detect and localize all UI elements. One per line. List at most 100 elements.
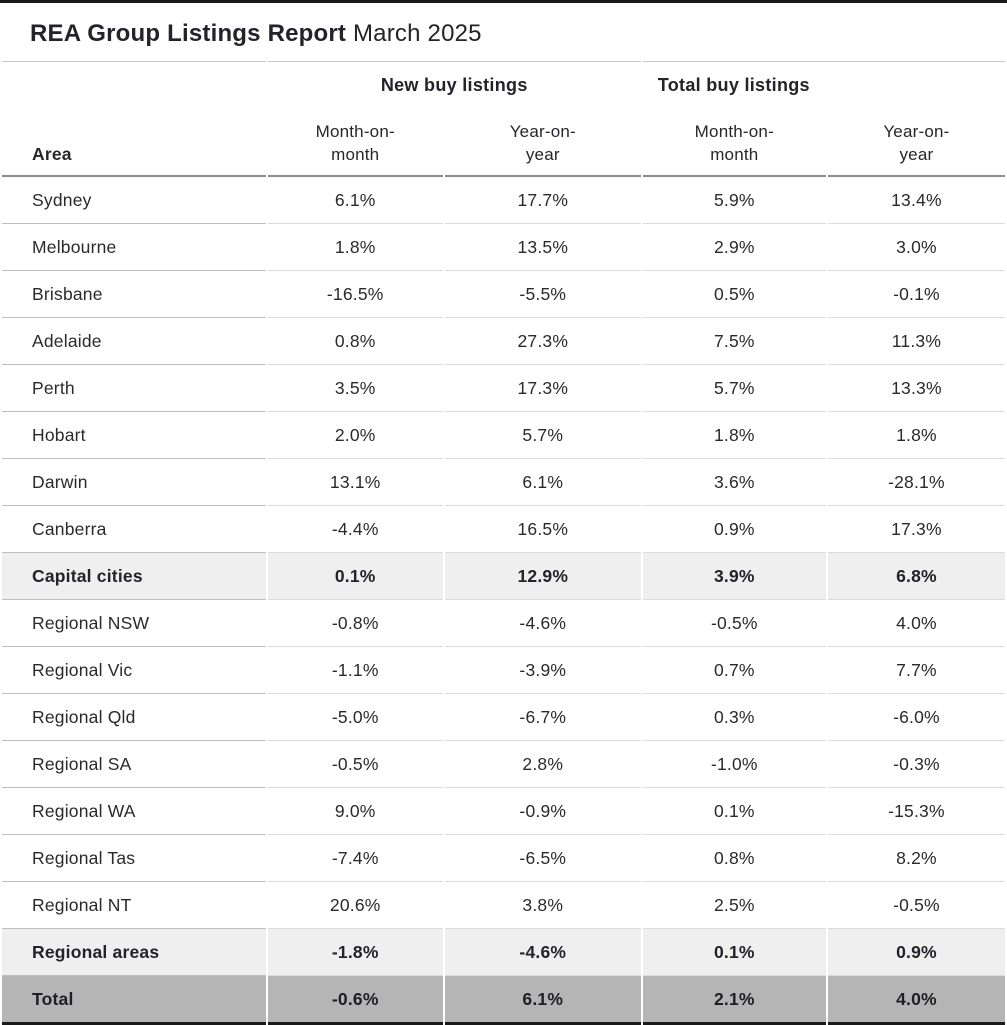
report-title-main: REA Group Listings Report (30, 20, 347, 47)
value-cell: 0.1% (642, 929, 826, 976)
value-cell: -7.4% (267, 835, 443, 882)
column-header-area: Area (2, 105, 266, 177)
column-header-line: Year-on- (509, 122, 576, 141)
column-header-new-yoy: Year-on- year (444, 105, 641, 177)
row-label: Regional areas (2, 929, 266, 976)
table-row: Brisbane -16.5% -5.5% 0.5% -0.1% (2, 271, 1005, 318)
table-row: Regional NSW -0.8% -4.6% -0.5% 4.0% (2, 600, 1005, 647)
value-cell: 0.7% (642, 647, 826, 694)
value-cell: -0.5% (642, 600, 826, 647)
table-row: Canberra -4.4% 16.5% 0.9% 17.3% (2, 506, 1005, 553)
row-label: Brisbane (2, 271, 266, 318)
column-header-row: Area Month-on- month Year-on- year Month… (2, 105, 1005, 177)
value-cell: 11.3% (827, 318, 1005, 365)
value-cell: 13.1% (267, 459, 443, 506)
value-cell: 0.5% (642, 271, 826, 318)
value-cell: 6.1% (444, 459, 641, 506)
column-header-line: Month-on- (315, 122, 395, 141)
row-label: Canberra (2, 506, 266, 553)
column-header-total-mom: Month-on- month (642, 105, 826, 177)
row-label: Regional NT (2, 882, 266, 929)
row-label: Regional WA (2, 788, 266, 835)
value-cell: -3.9% (444, 647, 641, 694)
value-cell: 7.7% (827, 647, 1005, 694)
table-row: Sydney 6.1% 17.7% 5.9% 13.4% (2, 177, 1005, 224)
value-cell: -0.6% (267, 976, 443, 1025)
value-cell: 0.9% (642, 506, 826, 553)
row-label: Regional Tas (2, 835, 266, 882)
value-cell: 5.9% (642, 177, 826, 224)
value-cell: 6.1% (444, 976, 641, 1025)
value-cell: 27.3% (444, 318, 641, 365)
value-cell: 0.9% (827, 929, 1005, 976)
value-cell: -28.1% (827, 459, 1005, 506)
value-cell: 2.9% (642, 224, 826, 271)
row-label: Darwin (2, 459, 266, 506)
value-cell: 17.7% (444, 177, 641, 224)
value-cell: 17.3% (444, 365, 641, 412)
value-cell: 2.1% (642, 976, 826, 1025)
table-row: Perth 3.5% 17.3% 5.7% 13.3% (2, 365, 1005, 412)
column-header-line: Month-on- (694, 122, 774, 141)
row-label: Regional Qld (2, 694, 266, 741)
value-cell: -4.6% (444, 929, 641, 976)
column-header-line: month (710, 145, 759, 164)
value-cell: 3.9% (642, 553, 826, 600)
value-cell: 4.0% (827, 600, 1005, 647)
value-cell: 0.8% (642, 835, 826, 882)
table-row: Regional areas -1.8% -4.6% 0.1% 0.9% (2, 929, 1005, 976)
value-cell: 0.1% (642, 788, 826, 835)
column-header-line: month (331, 145, 380, 164)
value-cell: -16.5% (267, 271, 443, 318)
value-cell: 2.5% (642, 882, 826, 929)
row-label: Regional SA (2, 741, 266, 788)
row-label: Capital cities (2, 553, 266, 600)
value-cell: -1.0% (642, 741, 826, 788)
row-label: Sydney (2, 177, 266, 224)
value-cell: -1.1% (267, 647, 443, 694)
value-cell: 0.3% (642, 694, 826, 741)
value-cell: 4.0% (827, 976, 1005, 1025)
group-header-new-buy: New buy listings (267, 61, 641, 105)
value-cell: 3.5% (267, 365, 443, 412)
row-label: Hobart (2, 412, 266, 459)
value-cell: -6.5% (444, 835, 641, 882)
column-header-line: Year-on- (883, 122, 950, 141)
table-row: Regional SA -0.5% 2.8% -1.0% -0.3% (2, 741, 1005, 788)
value-cell: 5.7% (444, 412, 641, 459)
row-label: Melbourne (2, 224, 266, 271)
value-cell: 0.1% (267, 553, 443, 600)
column-header-total-yoy: Year-on- year (827, 105, 1005, 177)
row-label: Regional Vic (2, 647, 266, 694)
value-cell: 0.8% (267, 318, 443, 365)
value-cell: 5.7% (642, 365, 826, 412)
value-cell: -0.5% (267, 741, 443, 788)
value-cell: 8.2% (827, 835, 1005, 882)
group-header-spacer (2, 61, 266, 105)
value-cell: -6.7% (444, 694, 641, 741)
value-cell: 13.3% (827, 365, 1005, 412)
table-row: Total -0.6% 6.1% 2.1% 4.0% (2, 976, 1005, 1025)
report-title-period: March 2025 (352, 20, 482, 47)
column-header-line: year (525, 145, 560, 164)
table-row: Capital cities 0.1% 12.9% 3.9% 6.8% (2, 553, 1005, 600)
value-cell: 2.0% (267, 412, 443, 459)
value-cell: 1.8% (267, 224, 443, 271)
row-label: Adelaide (2, 318, 266, 365)
value-cell: 12.9% (444, 553, 641, 600)
value-cell: -15.3% (827, 788, 1005, 835)
value-cell: -0.8% (267, 600, 443, 647)
table-row: Regional NT 20.6% 3.8% 2.5% -0.5% (2, 882, 1005, 929)
table-row: Melbourne 1.8% 13.5% 2.9% 3.0% (2, 224, 1005, 271)
value-cell: 13.4% (827, 177, 1005, 224)
value-cell: -4.4% (267, 506, 443, 553)
table-row: Regional WA 9.0% -0.9% 0.1% -15.3% (2, 788, 1005, 835)
value-cell: -6.0% (827, 694, 1005, 741)
value-cell: -5.0% (267, 694, 443, 741)
group-header-total-buy: Total buy listings (642, 61, 1005, 105)
value-cell: 3.0% (827, 224, 1005, 271)
table-row: Adelaide 0.8% 27.3% 7.5% 11.3% (2, 318, 1005, 365)
value-cell: 6.1% (267, 177, 443, 224)
row-label: Total (2, 976, 266, 1025)
